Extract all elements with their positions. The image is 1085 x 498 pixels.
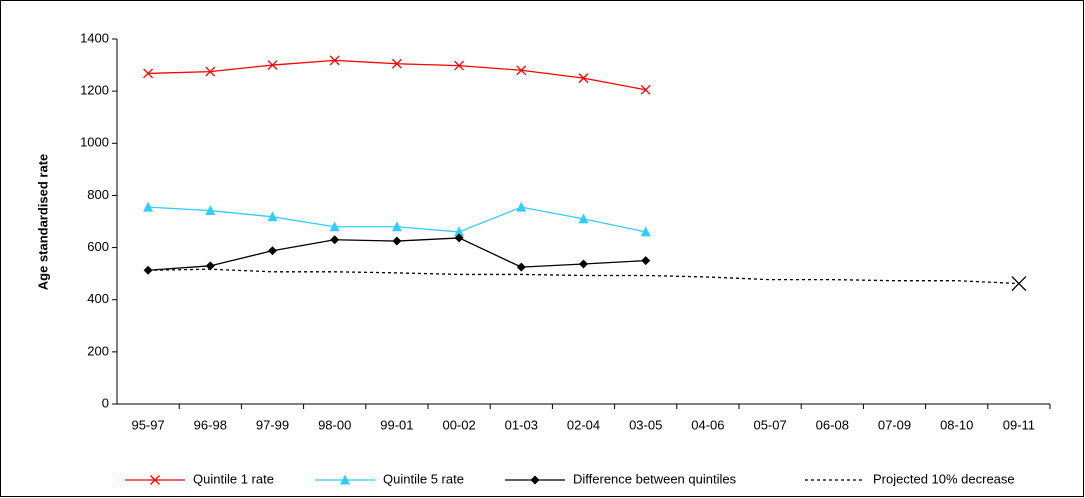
data-point	[205, 66, 216, 77]
data-point	[143, 201, 154, 212]
x-tick-label: 02-04	[567, 417, 600, 432]
y-tick-label: 200	[87, 343, 109, 358]
data-point	[329, 55, 340, 66]
data-point	[205, 205, 216, 216]
y-tick-label: 800	[87, 187, 109, 202]
data-point	[267, 60, 278, 71]
legend-label: Difference between quintiles	[573, 471, 737, 486]
x-tick-label: 04-06	[691, 417, 724, 432]
legend-label: Quintile 1 rate	[193, 471, 274, 486]
data-point	[578, 213, 589, 224]
x-tick-label: 07-09	[878, 417, 911, 432]
x-tick-label: 08-10	[940, 417, 973, 432]
y-tick-label: 1000	[80, 135, 109, 150]
y-tick-label: 1200	[80, 83, 109, 98]
data-point	[454, 233, 464, 243]
x-tick-label: 99-01	[380, 417, 413, 432]
x-tick-label: 97-99	[256, 417, 289, 432]
data-point	[454, 60, 465, 71]
data-point	[578, 73, 589, 84]
legend-marker	[340, 474, 350, 485]
y-tick-label: 1400	[80, 30, 109, 45]
data-point	[640, 226, 651, 237]
x-tick-label: 00-02	[442, 417, 475, 432]
data-point	[516, 65, 527, 76]
data-point	[330, 235, 340, 245]
x-tick-label: 01-03	[505, 417, 538, 432]
x-tick-label: 03-05	[629, 417, 662, 432]
x-tick-label: 05-07	[753, 417, 786, 432]
legend-marker	[530, 475, 540, 485]
data-point	[392, 236, 402, 246]
data-point	[640, 84, 651, 95]
y-tick-label: 600	[87, 239, 109, 254]
data-point	[329, 221, 340, 232]
data-point	[579, 259, 588, 269]
data-point	[454, 226, 465, 237]
data-point	[516, 262, 526, 272]
end-marker	[1011, 276, 1027, 292]
data-point	[391, 58, 402, 69]
data-point	[205, 261, 215, 271]
data-point	[641, 256, 651, 266]
legend-marker	[150, 475, 160, 485]
x-tick-label: 09-11	[1003, 417, 1035, 432]
x-tick-label: 06-08	[816, 417, 849, 432]
y-axis-label: Age standardised rate	[35, 154, 50, 291]
data-point	[391, 221, 402, 232]
data-point	[267, 211, 278, 222]
x-tick-label: 96-98	[194, 417, 227, 432]
data-point	[268, 246, 277, 256]
series-line	[148, 268, 1019, 285]
x-tick-label: 95-97	[131, 417, 164, 432]
legend-label: Quintile 5 rate	[383, 471, 464, 486]
x-tick-label: 98-00	[318, 417, 351, 432]
y-tick-label: 400	[87, 291, 109, 306]
y-tick-label: 0	[102, 395, 109, 410]
data-point	[143, 68, 154, 79]
data-point	[516, 201, 527, 212]
legend-label: Projected 10% decrease	[873, 471, 1015, 486]
